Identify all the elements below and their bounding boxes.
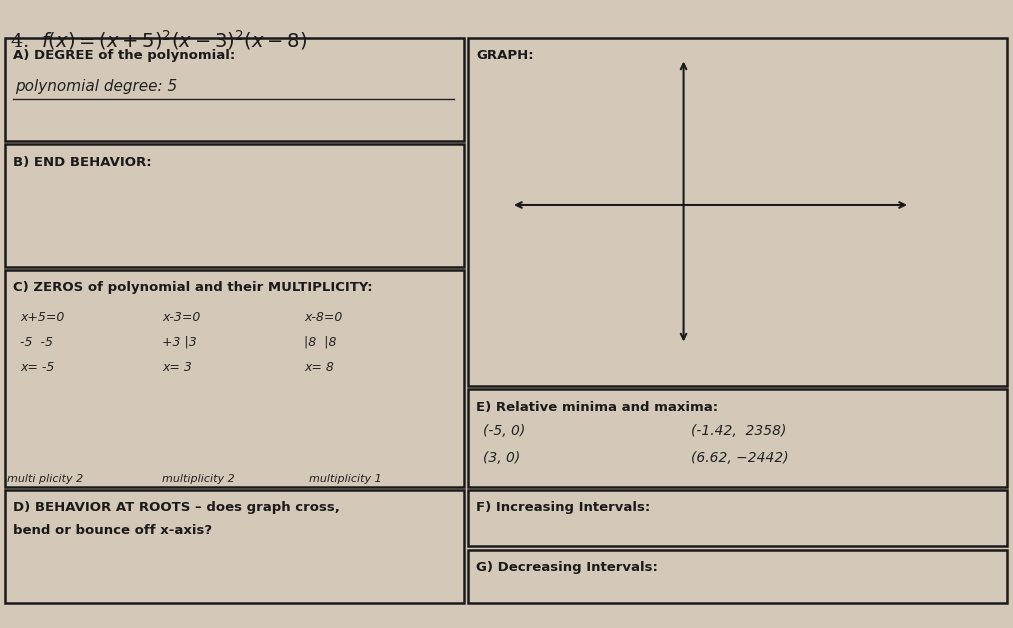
Text: |8  |8: |8 |8 — [304, 336, 336, 349]
Text: multiplicity 1: multiplicity 1 — [309, 474, 382, 484]
Text: -5  -5: -5 -5 — [20, 336, 54, 349]
Text: F) Increasing Intervals:: F) Increasing Intervals: — [476, 501, 650, 514]
Text: x= -5: x= -5 — [20, 361, 55, 374]
Text: D) BEHAVIOR AT ROOTS – does graph cross,: D) BEHAVIOR AT ROOTS – does graph cross, — [13, 501, 340, 514]
Bar — [5, 38, 464, 141]
Text: (6.62, −2442): (6.62, −2442) — [691, 451, 788, 465]
Text: multiplicity 2: multiplicity 2 — [162, 474, 235, 484]
Bar — [468, 389, 1007, 487]
Text: bend or bounce off x-axis?: bend or bounce off x-axis? — [13, 524, 213, 538]
Bar — [468, 490, 1007, 546]
Text: G) Decreasing Intervals:: G) Decreasing Intervals: — [476, 561, 658, 574]
Text: multi plicity 2: multi plicity 2 — [7, 474, 83, 484]
Text: GRAPH:: GRAPH: — [476, 49, 534, 62]
Bar — [5, 270, 464, 487]
Text: E) Relative minima and maxima:: E) Relative minima and maxima: — [476, 401, 718, 414]
Text: B) END BEHAVIOR:: B) END BEHAVIOR: — [13, 156, 152, 169]
Bar — [468, 550, 1007, 603]
Bar — [5, 144, 464, 267]
Text: (3, 0): (3, 0) — [483, 451, 521, 465]
Text: x= 8: x= 8 — [304, 361, 333, 374]
Text: (-1.42,  2358): (-1.42, 2358) — [691, 424, 786, 438]
Text: A) DEGREE of the polynomial:: A) DEGREE of the polynomial: — [13, 49, 235, 62]
Text: x+5=0: x+5=0 — [20, 311, 65, 324]
Text: 4.  $f(x) = (x+5)^2(x-3)^2(x-8)$: 4. $f(x) = (x+5)^2(x-3)^2(x-8)$ — [10, 28, 307, 52]
Bar — [468, 38, 1007, 386]
Text: polynomial degree: 5: polynomial degree: 5 — [15, 78, 177, 94]
Text: (-5, 0): (-5, 0) — [483, 424, 526, 438]
Text: x-8=0: x-8=0 — [304, 311, 342, 324]
Text: x-3=0: x-3=0 — [162, 311, 201, 324]
Text: x= 3: x= 3 — [162, 361, 191, 374]
Text: +3 |3: +3 |3 — [162, 336, 197, 349]
Bar — [5, 490, 464, 603]
Text: C) ZEROS of polynomial and their MULTIPLICITY:: C) ZEROS of polynomial and their MULTIPL… — [13, 281, 373, 295]
